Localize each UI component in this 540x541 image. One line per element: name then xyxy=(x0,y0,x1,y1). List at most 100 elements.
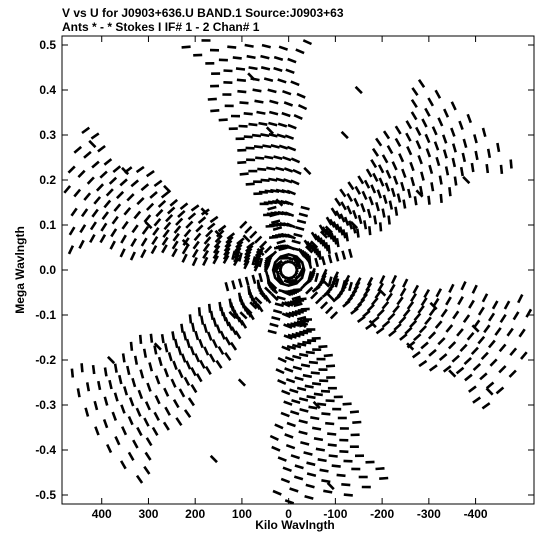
uv-point xyxy=(479,372,488,381)
uv-point xyxy=(339,213,346,223)
uv-point xyxy=(194,330,200,341)
uv-point xyxy=(178,388,186,398)
uv-point xyxy=(239,172,249,176)
uv-point xyxy=(438,353,448,361)
uv-point xyxy=(304,384,314,389)
uv-point xyxy=(450,101,457,111)
uv-point xyxy=(304,245,314,254)
uv-point xyxy=(435,156,441,167)
uv-point xyxy=(224,281,230,292)
uv-point xyxy=(325,364,336,368)
uv-point xyxy=(206,331,213,341)
uv-point xyxy=(138,334,143,345)
uv-point xyxy=(353,197,360,207)
uv-point xyxy=(276,270,280,281)
uv-point xyxy=(459,166,464,177)
uv-point xyxy=(212,244,221,254)
uv-point xyxy=(341,483,351,487)
uv-point xyxy=(284,301,294,307)
uv-point xyxy=(264,271,270,281)
uv-point xyxy=(427,195,431,205)
uv-point xyxy=(129,251,136,261)
uv-point xyxy=(298,419,308,425)
uv-point xyxy=(67,245,75,255)
uv-point xyxy=(268,177,278,182)
uv-point xyxy=(153,217,162,227)
uv-point xyxy=(284,367,294,373)
uv-point xyxy=(485,163,490,174)
uv-point xyxy=(439,193,443,204)
uv-point xyxy=(268,281,278,290)
uv-point xyxy=(299,319,310,323)
uv-point xyxy=(348,281,353,292)
uv-point xyxy=(135,474,144,484)
uv-point xyxy=(172,360,178,371)
uv-point xyxy=(283,167,294,173)
uv-point xyxy=(320,389,331,393)
uv-point xyxy=(121,353,126,363)
uv-point xyxy=(208,353,216,363)
uv-point xyxy=(417,154,423,165)
uv-point xyxy=(291,343,302,349)
uv-point xyxy=(120,404,126,414)
uv-point xyxy=(237,378,247,387)
uv-point xyxy=(379,275,386,285)
uv-point xyxy=(287,57,297,64)
uv-point xyxy=(103,367,108,377)
uv-point xyxy=(307,270,313,281)
uv-point xyxy=(370,159,378,169)
uv-point xyxy=(103,199,112,209)
uv-point xyxy=(79,224,87,234)
uv-point xyxy=(444,166,450,176)
x-tick-label: 200 xyxy=(185,507,205,521)
uv-point xyxy=(315,248,321,258)
uv-point xyxy=(181,245,189,255)
uv-point xyxy=(135,407,142,417)
uv-point xyxy=(177,346,183,356)
uv-point xyxy=(356,315,366,323)
uv-point xyxy=(173,338,179,349)
uv-point xyxy=(434,89,442,99)
uv-point xyxy=(173,225,182,234)
uv-point xyxy=(202,249,210,259)
uv-point xyxy=(321,412,331,416)
uv-point xyxy=(190,384,198,394)
uv-point xyxy=(282,466,292,473)
uv-point xyxy=(440,308,448,318)
uv-point xyxy=(451,354,460,363)
uv-point xyxy=(285,443,296,450)
uv-point xyxy=(451,143,457,153)
uv-point xyxy=(121,426,128,436)
uv-point xyxy=(233,250,241,260)
uv-point xyxy=(520,351,528,360)
uv-point xyxy=(327,276,333,286)
uv-point xyxy=(299,408,309,413)
uv-point xyxy=(402,199,407,209)
uv-point xyxy=(181,45,191,49)
uv-point xyxy=(445,296,452,306)
axis-ticks xyxy=(62,36,534,504)
uv-point xyxy=(297,342,307,347)
uv-point xyxy=(271,445,281,452)
x-tick-label: -200 xyxy=(370,507,394,521)
uv-point xyxy=(348,248,353,259)
uv-point xyxy=(259,291,268,300)
uv-point xyxy=(496,142,501,153)
uv-point xyxy=(302,39,313,46)
uv-point xyxy=(200,207,209,216)
uv-point xyxy=(224,352,232,361)
uv-point xyxy=(191,248,199,258)
uv-point xyxy=(404,326,413,335)
uv-point xyxy=(420,341,429,350)
uv-point xyxy=(256,279,261,289)
uv-point xyxy=(258,257,264,268)
uv-point xyxy=(305,350,315,355)
uv-point xyxy=(293,302,303,308)
uv-point xyxy=(280,477,291,484)
uv-point xyxy=(323,489,333,494)
uv-point xyxy=(284,356,295,362)
uv-point xyxy=(498,343,507,353)
uv-point xyxy=(191,322,196,332)
uv-point xyxy=(89,233,96,244)
